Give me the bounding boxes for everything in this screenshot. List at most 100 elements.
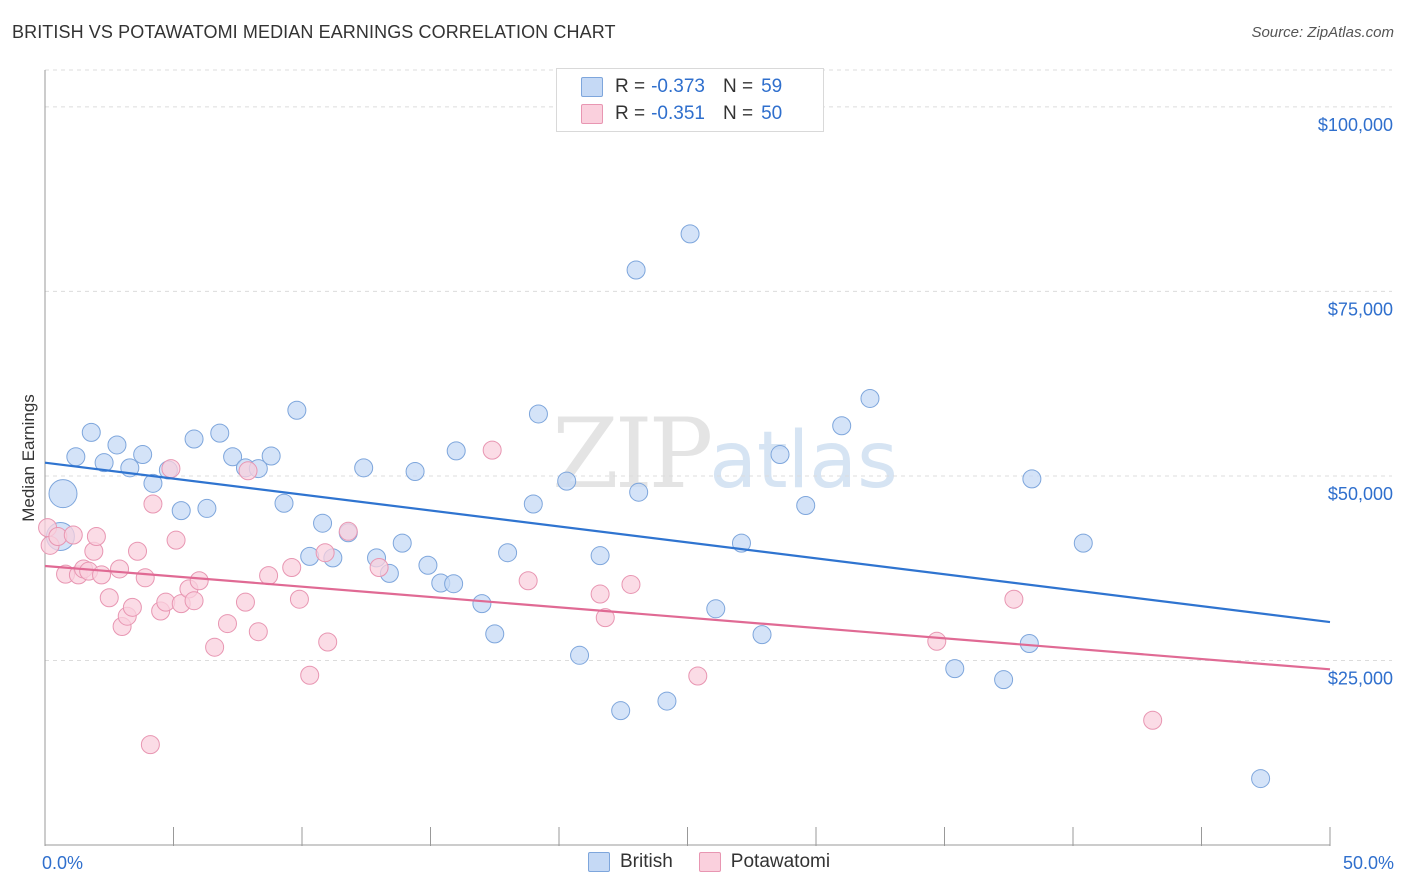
british-point (261, 446, 281, 466)
british-point (680, 224, 700, 244)
potawatomi-point (338, 521, 358, 541)
potawatomi-point (595, 608, 615, 628)
potawatomi-point (248, 622, 268, 642)
potawatomi-point (318, 632, 338, 652)
british-point (752, 625, 772, 645)
y-tick-label: $100,000 (1318, 115, 1393, 135)
british-point (392, 533, 412, 553)
british-point (444, 574, 464, 594)
british-point (860, 388, 880, 408)
potawatomi-point (128, 541, 148, 561)
potawatomi-point (1004, 589, 1024, 609)
british-point (706, 599, 726, 619)
british-point (197, 498, 217, 518)
potawatomi-point (161, 459, 181, 479)
potawatomi-point (927, 631, 947, 651)
potawatomi-legend-swatch (698, 852, 721, 872)
potawatomi-point (99, 588, 119, 608)
potawatomi-trend-line (44, 564, 1331, 671)
british-r-value: -0.373 (651, 76, 705, 97)
potawatomi-n-value: 50 (761, 103, 783, 124)
british-point (832, 416, 852, 436)
legend-item-british[interactable]: British (588, 851, 673, 873)
x-tick-label: 50.0% (1343, 853, 1394, 873)
british-point (1073, 533, 1093, 553)
british-point (557, 471, 577, 491)
potawatomi-point (122, 597, 142, 617)
british-point (133, 445, 153, 465)
british-point (446, 441, 466, 461)
british-point (223, 447, 243, 467)
potawatomi-point (688, 666, 708, 686)
chart-source: Source: ZipAtlas.com (1251, 24, 1394, 41)
potawatomi-point (189, 571, 209, 591)
potawatomi-n-label: N = (722, 103, 754, 124)
british-point (48, 479, 78, 509)
british-swatch (581, 77, 603, 97)
british-point (66, 447, 86, 467)
potawatomi-point (235, 592, 255, 612)
potawatomi-point (300, 665, 320, 685)
y-axis-title: Median Earnings (19, 394, 38, 522)
british-point (472, 594, 492, 614)
british-point (657, 691, 677, 711)
potawatomi-point (590, 584, 610, 604)
potawatomi-point (184, 591, 204, 611)
potawatomi-point (259, 566, 279, 586)
british-point (590, 546, 610, 566)
potawatomi-point (217, 614, 237, 634)
correlation-legend: R = -0.373 N = 59 R = -0.351 N = 50 (556, 68, 824, 132)
potawatomi-r-value: -0.351 (651, 103, 705, 124)
british-r-label: R = (615, 76, 646, 97)
potawatomi-legend-label: Potawatomi (730, 851, 831, 872)
british-point (287, 400, 307, 420)
british-point (945, 659, 965, 679)
british-point (1251, 769, 1271, 789)
potawatomi-point (92, 565, 112, 585)
potawatomi-point (143, 494, 163, 514)
y-tick-label: $50,000 (1328, 484, 1393, 504)
potawatomi-point (110, 559, 130, 579)
potawatomi-swatch (581, 104, 603, 124)
y-tick-label: $25,000 (1328, 668, 1393, 688)
british-point (171, 501, 191, 521)
british-point (523, 494, 543, 514)
british-point (485, 624, 505, 644)
potawatomi-point (1143, 710, 1163, 730)
potawatomi-point (289, 589, 309, 609)
potawatomi-point (135, 568, 155, 588)
british-point (796, 495, 816, 515)
legend-row-potawatomi: R = -0.351 N = 50 (581, 101, 782, 127)
british-point (611, 701, 631, 721)
british-point (274, 493, 294, 513)
legend-item-potawatomi[interactable]: Potawatomi (698, 851, 831, 873)
british-point (626, 260, 646, 280)
british-legend-label: British (620, 851, 673, 872)
british-point (81, 422, 101, 442)
british-point (94, 453, 114, 473)
british-point (313, 513, 333, 533)
potawatomi-point (482, 440, 502, 460)
potawatomi-r-label: R = (615, 103, 646, 124)
british-point (629, 482, 649, 502)
potawatomi-point (282, 557, 302, 577)
british-point (994, 670, 1014, 690)
potawatomi-point (63, 525, 83, 545)
british-point (107, 435, 127, 455)
british-trend-line (44, 461, 1331, 624)
potawatomi-point (369, 557, 389, 577)
british-point (143, 473, 163, 493)
watermark-atlas: atlas (709, 416, 898, 506)
british-point (354, 458, 374, 478)
potawatomi-point (238, 461, 258, 481)
british-point (405, 462, 425, 482)
chart-title: BRITISH VS POTAWATOMI MEDIAN EARNINGS CO… (12, 22, 616, 42)
british-n-label: N = (722, 76, 754, 97)
potawatomi-point (166, 530, 186, 550)
x-tick-label: 0.0% (42, 853, 83, 873)
british-point (184, 429, 204, 449)
british-n-value: 59 (761, 76, 783, 97)
british-point (528, 404, 548, 424)
potawatomi-point (315, 543, 335, 563)
